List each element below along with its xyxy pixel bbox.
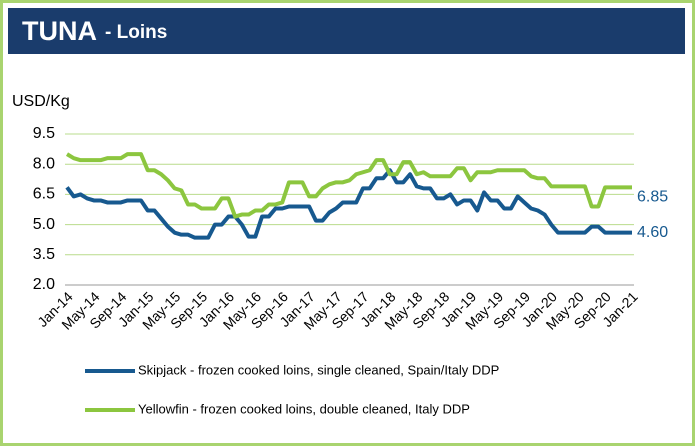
- chart-title: TUNA - Loins: [22, 16, 167, 46]
- series-line: [65, 152, 632, 219]
- series-line: [65, 168, 632, 240]
- y-tick-label: 9.5: [33, 125, 55, 142]
- title: TUNA: [22, 16, 97, 46]
- y-axis-label: USD/Kg: [12, 93, 70, 110]
- y-tick-label: 2.0: [33, 276, 55, 293]
- y-tick-label: 6.5: [33, 186, 55, 203]
- end-label: 6.85: [637, 189, 668, 206]
- legend-label: Yellowfin - frozen cooked loins, double …: [138, 401, 470, 416]
- header: [8, 8, 685, 54]
- subtitle: - Loins: [105, 22, 167, 43]
- legend-label: Skipjack - frozen cooked loins, single c…: [138, 362, 499, 377]
- y-tick-label: 8.0: [33, 155, 55, 172]
- y-tick-label: 3.5: [33, 246, 55, 263]
- end-label: 4.60: [637, 224, 668, 241]
- y-tick-label: 5.0: [33, 216, 55, 233]
